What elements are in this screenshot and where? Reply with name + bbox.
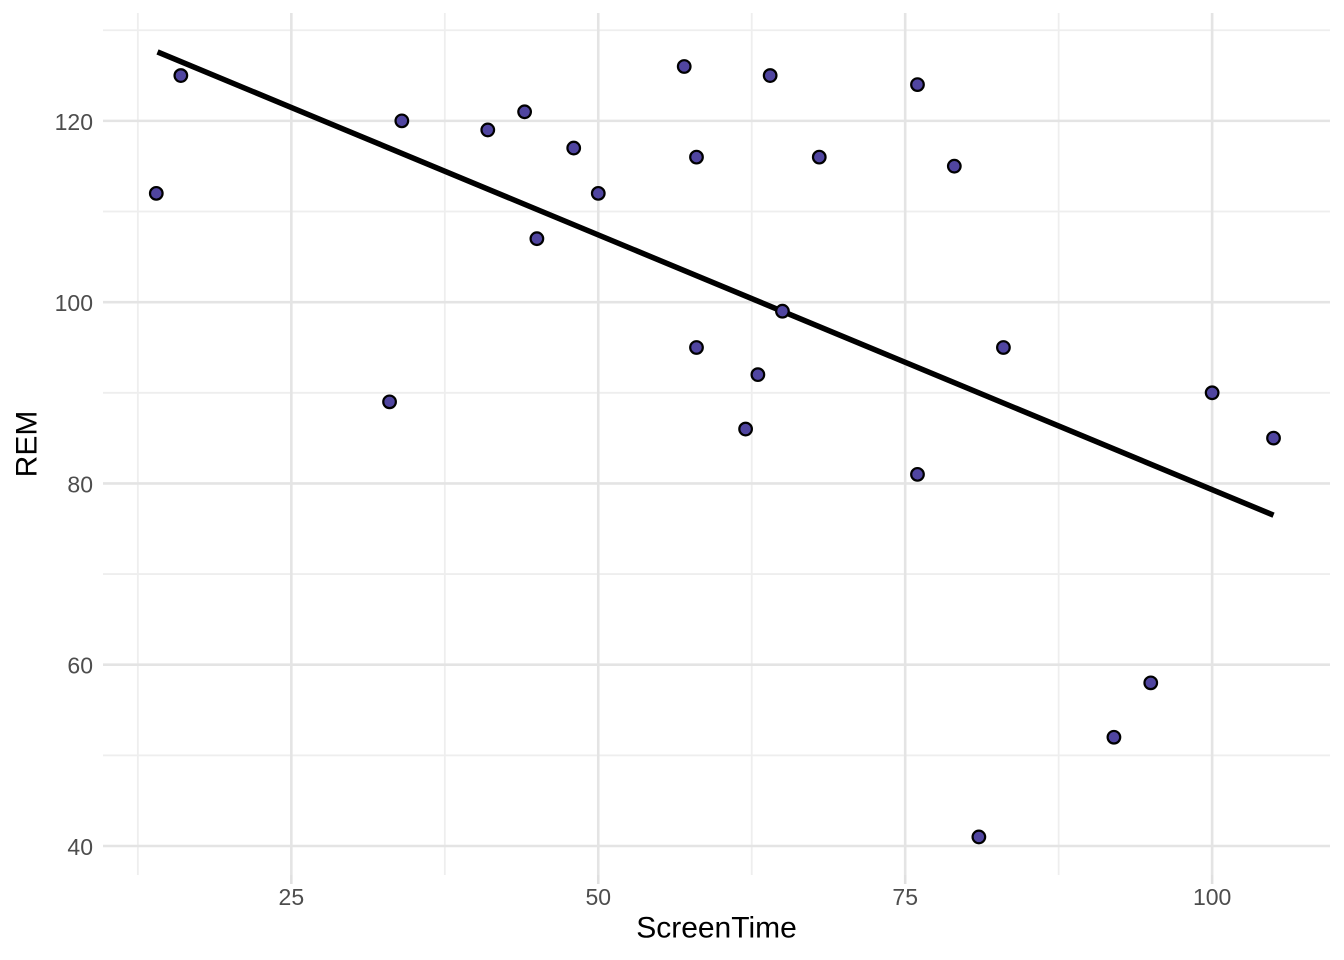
x-tick-label: 100 [1193, 884, 1231, 910]
data-point [738, 421, 753, 437]
data-point [394, 113, 410, 129]
data-point [811, 149, 827, 165]
data-point [946, 158, 962, 174]
data-point [971, 829, 987, 845]
data-point [910, 466, 925, 482]
data-point [148, 185, 164, 201]
regression-line-group [156, 49, 1275, 518]
x-tick-label: 25 [279, 884, 305, 910]
data-point [1204, 385, 1220, 401]
regression-line [156, 49, 1275, 518]
data-point [1266, 430, 1281, 446]
minor-gridlines [103, 13, 1330, 875]
data-point [750, 367, 766, 383]
data-point [689, 149, 704, 165]
x-tick-label: 75 [892, 884, 918, 910]
y-axis-tick-labels: 40 60 80 100 120 [55, 109, 93, 860]
y-tick-label: 120 [55, 109, 93, 135]
y-tick-label: 100 [55, 290, 93, 316]
data-point [996, 340, 1011, 355]
data-point [910, 77, 925, 93]
x-axis-title: ScreenTime [636, 912, 797, 945]
x-axis-tick-labels: 25 50 75 100 [279, 884, 1232, 910]
data-point [480, 122, 496, 138]
data-point [382, 394, 397, 410]
data-point [529, 231, 545, 247]
data-point [775, 303, 790, 319]
data-point [762, 68, 778, 83]
y-tick-label: 60 [67, 653, 93, 679]
data-point [590, 185, 606, 201]
axis-tick-marks [290, 875, 1214, 884]
y-tick-label: 80 [67, 471, 93, 497]
data-point [676, 59, 692, 74]
y-axis-title: REM [11, 411, 44, 478]
data-point [1106, 729, 1122, 745]
data-point [566, 140, 582, 156]
y-tick-label: 40 [67, 834, 93, 860]
data-point [173, 68, 189, 83]
data-point [689, 340, 704, 355]
data-points-group [148, 59, 1281, 845]
data-point [517, 104, 533, 120]
x-tick-label: 50 [585, 884, 611, 910]
data-point [1143, 675, 1159, 691]
major-gridlines [103, 13, 1330, 875]
